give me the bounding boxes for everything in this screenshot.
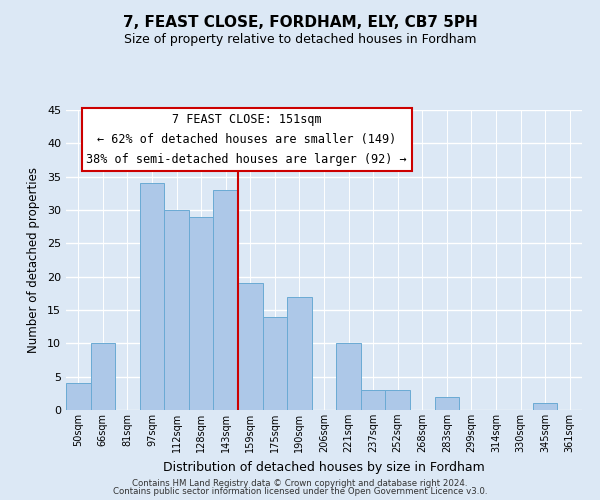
Bar [287, 296, 312, 410]
Bar [140, 184, 164, 410]
Bar [238, 284, 263, 410]
Bar [434, 396, 459, 410]
Text: Contains HM Land Registry data © Crown copyright and database right 2024.: Contains HM Land Registry data © Crown c… [132, 478, 468, 488]
Bar [189, 216, 214, 410]
Bar [263, 316, 287, 410]
Bar [66, 384, 91, 410]
Text: 7 FEAST CLOSE: 151sqm
← 62% of detached houses are smaller (149)
38% of semi-det: 7 FEAST CLOSE: 151sqm ← 62% of detached … [86, 113, 407, 166]
Y-axis label: Number of detached properties: Number of detached properties [27, 167, 40, 353]
Bar [214, 190, 238, 410]
Bar [164, 210, 189, 410]
Text: Contains public sector information licensed under the Open Government Licence v3: Contains public sector information licen… [113, 487, 487, 496]
Text: 7, FEAST CLOSE, FORDHAM, ELY, CB7 5PH: 7, FEAST CLOSE, FORDHAM, ELY, CB7 5PH [122, 15, 478, 30]
Bar [533, 404, 557, 410]
Bar [361, 390, 385, 410]
Text: Size of property relative to detached houses in Fordham: Size of property relative to detached ho… [124, 32, 476, 46]
X-axis label: Distribution of detached houses by size in Fordham: Distribution of detached houses by size … [163, 460, 485, 473]
Bar [91, 344, 115, 410]
Bar [336, 344, 361, 410]
Bar [385, 390, 410, 410]
